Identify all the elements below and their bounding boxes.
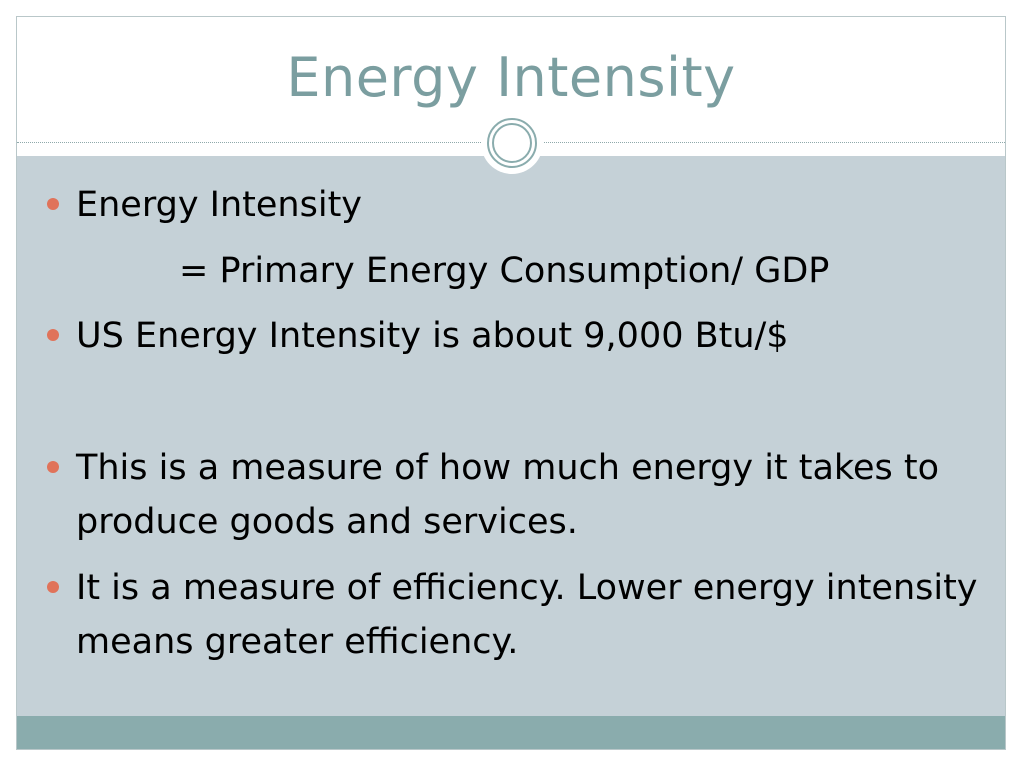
bullet-icon (47, 461, 59, 473)
bullet-icon (47, 329, 59, 341)
formula-line: = Primary Energy Consumption/ GDP (179, 251, 830, 291)
bullet-icon (47, 581, 59, 593)
bullet-text: This is a measure of how much energy it … (76, 448, 939, 542)
bullet-text: Energy Intensity (76, 185, 362, 225)
slide-title: Energy Intensity (286, 46, 736, 109)
bullet-icon (47, 198, 59, 210)
ornament-inner-ring-icon (492, 123, 532, 163)
content-area: Energy Intensity = Primary Energy Consum… (17, 156, 1005, 716)
bullet-text: US Energy Intensity is about 9,000 Btu/$ (76, 316, 789, 356)
bullet-text: It is a measure of efficiency. Lower ene… (76, 568, 978, 662)
footer-bar (17, 716, 1005, 749)
